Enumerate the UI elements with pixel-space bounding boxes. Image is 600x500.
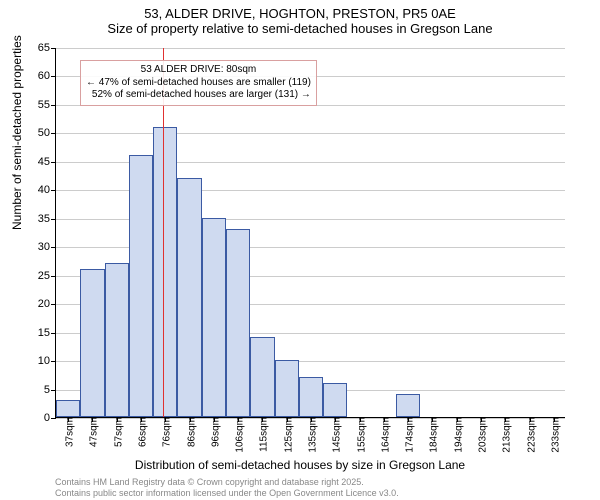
x-tick-label: 76sqm bbox=[158, 417, 173, 447]
y-tick-label: 30 bbox=[38, 241, 56, 253]
chart-title-block: 53, ALDER DRIVE, HOGHTON, PRESTON, PR5 0… bbox=[0, 0, 600, 36]
x-tick-label: 96sqm bbox=[206, 417, 221, 447]
x-tick-label: 57sqm bbox=[109, 417, 124, 447]
x-tick-label: 174sqm bbox=[401, 417, 416, 453]
plot-area: 0510152025303540455055606537sqm47sqm57sq… bbox=[55, 48, 565, 418]
footer-line-1: Contains HM Land Registry data © Crown c… bbox=[55, 477, 399, 487]
x-tick-label: 135sqm bbox=[304, 417, 319, 453]
histogram-bar bbox=[323, 383, 347, 417]
y-tick-label: 20 bbox=[38, 298, 56, 310]
footer-line-2: Contains public sector information licen… bbox=[55, 488, 399, 498]
gridline bbox=[56, 133, 565, 134]
title-line-1: 53, ALDER DRIVE, HOGHTON, PRESTON, PR5 0… bbox=[0, 6, 600, 21]
y-tick-label: 55 bbox=[38, 99, 56, 111]
footer-attribution: Contains HM Land Registry data © Crown c… bbox=[55, 477, 399, 498]
x-tick-label: 213sqm bbox=[498, 417, 513, 453]
y-tick-label: 60 bbox=[38, 70, 56, 82]
histogram-bar bbox=[226, 229, 250, 417]
histogram-bar bbox=[105, 263, 129, 417]
x-tick-label: 184sqm bbox=[425, 417, 440, 453]
x-tick-label: 37sqm bbox=[61, 417, 76, 447]
annotation-box: 53 ALDER DRIVE: 80sqm← 47% of semi-detac… bbox=[80, 60, 317, 106]
histogram-bar bbox=[299, 377, 323, 417]
histogram-bar bbox=[177, 178, 201, 417]
histogram-bar bbox=[129, 155, 153, 417]
y-tick-label: 65 bbox=[38, 42, 56, 54]
x-tick-label: 47sqm bbox=[85, 417, 100, 447]
histogram-bar bbox=[275, 360, 299, 417]
histogram-bar bbox=[56, 400, 80, 417]
histogram-bar bbox=[396, 394, 420, 417]
x-tick-label: 66sqm bbox=[134, 417, 149, 447]
x-tick-label: 106sqm bbox=[231, 417, 246, 453]
y-tick-label: 50 bbox=[38, 127, 56, 139]
x-tick-label: 194sqm bbox=[449, 417, 464, 453]
y-tick-label: 15 bbox=[38, 327, 56, 339]
x-tick-label: 223sqm bbox=[522, 417, 537, 453]
histogram-bar bbox=[153, 127, 177, 417]
x-axis-label: Distribution of semi-detached houses by … bbox=[0, 458, 600, 472]
x-tick-label: 115sqm bbox=[255, 417, 270, 452]
y-tick-label: 40 bbox=[38, 184, 56, 196]
y-tick-label: 0 bbox=[44, 412, 56, 424]
histogram-bar bbox=[250, 337, 274, 417]
x-tick-label: 86sqm bbox=[182, 417, 197, 447]
y-axis-label: Number of semi-detached properties bbox=[10, 35, 24, 230]
histogram-chart: 0510152025303540455055606537sqm47sqm57sq… bbox=[55, 48, 565, 418]
x-tick-label: 164sqm bbox=[376, 417, 391, 453]
y-tick-label: 45 bbox=[38, 156, 56, 168]
y-tick-label: 5 bbox=[44, 384, 56, 396]
title-line-2: Size of property relative to semi-detach… bbox=[0, 21, 600, 36]
x-tick-label: 233sqm bbox=[546, 417, 561, 453]
y-tick-label: 10 bbox=[38, 355, 56, 367]
x-tick-label: 155sqm bbox=[352, 417, 367, 453]
annotation-line-3: 52% of semi-detached houses are larger (… bbox=[86, 89, 311, 102]
y-tick-label: 25 bbox=[38, 270, 56, 282]
x-tick-label: 145sqm bbox=[328, 417, 343, 453]
annotation-line-2: ← 47% of semi-detached houses are smalle… bbox=[86, 77, 311, 90]
x-tick-label: 125sqm bbox=[279, 417, 294, 453]
histogram-bar bbox=[80, 269, 104, 417]
annotation-line-1: 53 ALDER DRIVE: 80sqm bbox=[86, 64, 311, 77]
x-tick-label: 203sqm bbox=[474, 417, 489, 453]
gridline bbox=[56, 48, 565, 49]
y-tick-label: 35 bbox=[38, 213, 56, 225]
histogram-bar bbox=[202, 218, 226, 417]
